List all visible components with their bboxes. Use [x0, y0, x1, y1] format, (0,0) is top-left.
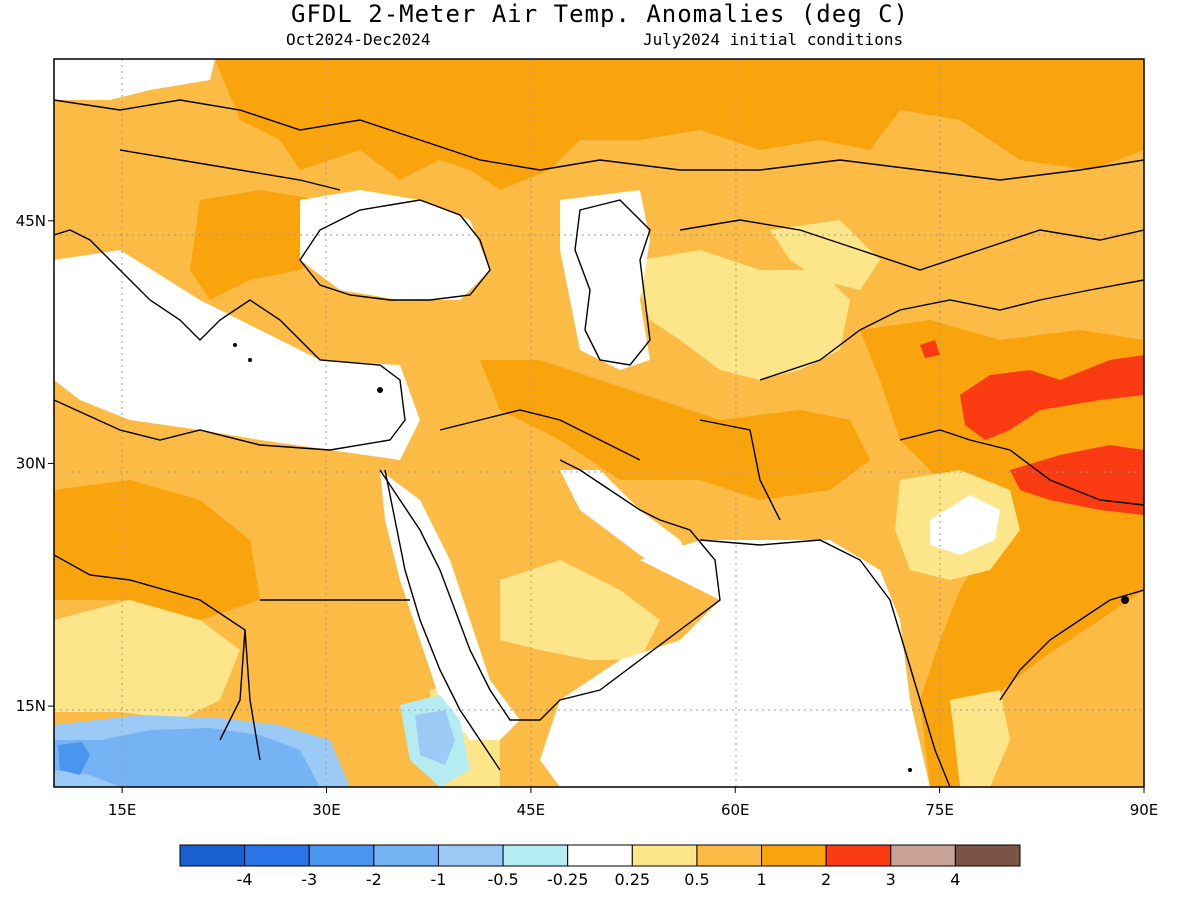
colorbar-swatch: [890, 844, 956, 867]
colorbar-swatch: [631, 844, 698, 867]
x-tick-label: 90E: [1130, 801, 1159, 819]
anomaly-field-0-5-to-1-central-asia: [640, 250, 850, 380]
colorbar-label: -2: [366, 870, 382, 889]
colorbar-label: -4: [237, 870, 253, 889]
colorbar-swatch: [308, 844, 375, 867]
anomaly-field-neg-2-africa: [58, 742, 90, 775]
x-tick-label: 30E: [312, 801, 341, 819]
no-anomaly-north-europe: [54, 59, 215, 100]
no-anomaly-arabian-sea: [540, 540, 930, 787]
colorbar-label: 4: [950, 870, 960, 889]
axis-ticks: 15E 30E 45E 60E 75E 90E 45N 30N 15N: [16, 212, 1159, 819]
anomaly-field-2-to-3-west-africa: [54, 480, 260, 620]
no-anomaly-red-sea: [380, 470, 520, 740]
x-tick-label: 15E: [108, 801, 137, 819]
colorbar-swatch: [954, 844, 1021, 867]
anomaly-field-0-5-to-1-arabia: [500, 560, 660, 660]
colorbar-label: -1: [430, 870, 446, 889]
y-tick-label: 30N: [16, 454, 46, 472]
initial-conditions: July2024 initial conditions: [643, 30, 904, 49]
y-tick-label: 15N: [16, 697, 46, 715]
colorbar-label: -3: [301, 870, 317, 889]
colorbar-swatch: [179, 844, 246, 867]
no-anomaly-india-patch: [930, 495, 1000, 555]
anomaly-field-neg-0-5-ethiopia: [415, 710, 455, 765]
forecast-period: Oct2024-Dec2024: [286, 30, 431, 49]
map-title: GFDL 2-Meter Air Temp. Anomalies (deg C): [291, 0, 909, 28]
plot-frame: [53, 58, 1145, 788]
colorbar: -4 -3 -2 -1 -0.5 -0.25 0.25 0.5 1 2 3 4: [179, 844, 1021, 889]
anomaly-field-neg-1-africa: [54, 728, 320, 787]
anomaly-field-2-to-3-iran: [480, 360, 870, 500]
x-tick-label: 60E: [721, 801, 750, 819]
colorbar-swatch: [437, 844, 504, 867]
colorbar-label: 0.5: [684, 870, 709, 889]
anomaly-field-3-to-4-kashmir: [960, 355, 1144, 440]
no-anomaly-black-sea: [300, 190, 490, 300]
anomaly-field-3-to-4-tibet: [1010, 445, 1144, 515]
no-anomaly-mediterranean: [54, 250, 420, 460]
y-tick-label: 45N: [16, 212, 46, 230]
colorbar-swatch: [825, 844, 892, 867]
anomaly-field-3-to-4-karakoram: [920, 340, 940, 358]
colorbar-swatch: [502, 844, 569, 867]
anomaly-field-0-5-to-1-south-india: [950, 690, 1010, 787]
colorbar-swatch: [244, 844, 310, 867]
colorbar-label: -0.5: [487, 870, 518, 889]
colorbar-swatch: [761, 844, 827, 867]
islands: [233, 343, 1129, 772]
no-anomaly-persian-gulf: [560, 470, 690, 570]
x-tick-label: 75E: [925, 801, 954, 819]
anomaly-field-2-to-3-north: [215, 59, 1144, 190]
anomaly-field-0-5-to-1-sahel: [54, 600, 240, 720]
colorbar-label: -0.25: [547, 870, 588, 889]
graticule: [54, 59, 1144, 787]
anomaly-field-2-to-3-balkans: [190, 190, 330, 300]
colorbar-label: 3: [886, 870, 896, 889]
colorbar-swatch: [696, 844, 763, 867]
x-tick-label: 45E: [517, 801, 546, 819]
colorbar-label: 0.25: [614, 870, 650, 889]
coastlines: [54, 99, 1144, 787]
colorbar-swatch: [567, 844, 633, 867]
colorbar-swatch: [373, 844, 439, 867]
colorbar-label: 1: [756, 870, 766, 889]
colorbar-label: 2: [821, 870, 831, 889]
anomaly-field-0-5-to-1-mongolia: [770, 220, 880, 290]
